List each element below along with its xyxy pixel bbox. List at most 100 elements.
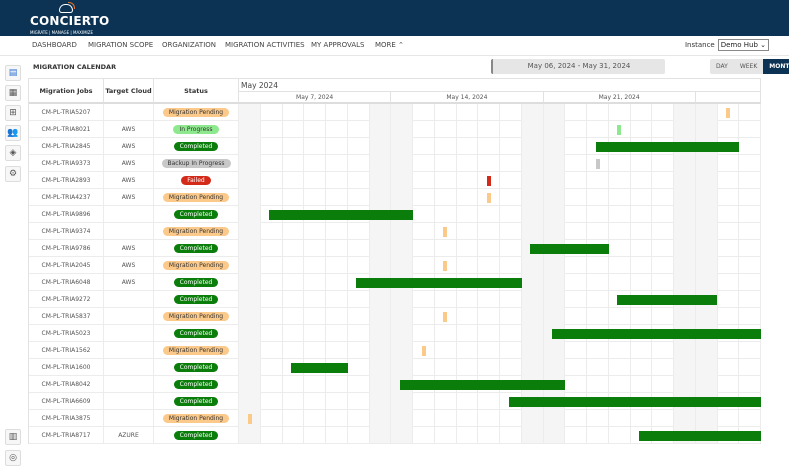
date-range-picker[interactable]: May 06, 2024 - May 31, 2024 (491, 59, 665, 74)
status-cell: Completed (154, 291, 239, 308)
day-column (239, 104, 261, 443)
job-id[interactable]: CM-PL-TRIA2845 (29, 138, 104, 155)
view-day-button[interactable]: DAY (716, 63, 728, 70)
gantt-bar[interactable] (399, 379, 566, 390)
target-cloud (104, 359, 154, 376)
week-label (695, 92, 761, 104)
target-cloud: AWS (104, 240, 154, 257)
status-badge: Completed (173, 397, 219, 406)
status-cell: Migration Pending (154, 223, 239, 240)
migration-calendar-grid: Migration Jobs Target Cloud Status CM-PL… (28, 78, 761, 444)
gantt-bar[interactable] (617, 124, 622, 135)
support-icon[interactable]: ◎ (5, 450, 21, 466)
job-id[interactable]: CM-PL-TRIA5837 (29, 308, 104, 325)
book-icon[interactable]: ▥ (5, 429, 21, 445)
nav-my-approvals[interactable]: MY APPROVALS (311, 41, 365, 49)
job-id[interactable]: CM-PL-TRIA6609 (29, 393, 104, 410)
status-badge: Migration Pending (162, 346, 230, 355)
status-cell: Migration Pending (154, 104, 239, 121)
status-cell: In Progress (154, 121, 239, 138)
header-migration-jobs[interactable]: Migration Jobs (29, 79, 104, 104)
week-label: May 21, 2024 (543, 92, 696, 104)
job-id[interactable]: CM-PL-TRIA9272 (29, 291, 104, 308)
job-id[interactable]: CM-PL-TRIA8021 (29, 121, 104, 138)
status-badge: Failed (181, 176, 211, 185)
target-cloud: AWS (104, 172, 154, 189)
header-status[interactable]: Status (154, 79, 239, 104)
user-settings-icon[interactable]: ⚙ (5, 166, 21, 182)
target-cloud (104, 291, 154, 308)
view-week-button[interactable]: WEEK (739, 63, 758, 70)
month-label: May 2024 (239, 79, 761, 92)
job-id[interactable]: CM-PL-TRIA4237 (29, 189, 104, 206)
users-icon[interactable]: 👥 (5, 125, 21, 141)
target-cloud (104, 376, 154, 393)
gantt-bar[interactable] (443, 260, 448, 271)
gantt-bar[interactable] (356, 277, 522, 288)
apps-icon[interactable]: ⊞ (5, 105, 21, 121)
header-target-cloud[interactable]: Target Cloud (104, 79, 154, 104)
day-column (718, 104, 740, 443)
nav-dashboard[interactable]: DASHBOARD (32, 41, 77, 49)
gantt-bar[interactable] (595, 158, 600, 169)
job-id[interactable]: CM-PL-TRIA9373 (29, 155, 104, 172)
gantt-bar[interactable] (486, 175, 491, 186)
gantt-bar[interactable] (595, 141, 740, 152)
gantt-bar[interactable] (639, 430, 761, 441)
gantt-bar[interactable] (726, 107, 731, 118)
job-id[interactable]: CM-PL-TRIA5023 (29, 325, 104, 342)
target-cloud: AWS (104, 138, 154, 155)
job-id[interactable]: CM-PL-TRIA9786 (29, 240, 104, 257)
job-id[interactable]: CM-PL-TRIA8717 (29, 427, 104, 444)
nav-organization[interactable]: ORGANIZATION (162, 41, 217, 49)
instance-select[interactable]: Demo Hub ⌄ (717, 39, 769, 51)
job-id[interactable]: CM-PL-TRIA3875 (29, 410, 104, 427)
week-label: May 7, 2024 (239, 92, 392, 104)
job-id[interactable]: CM-PL-TRIA1562 (29, 342, 104, 359)
nav-more[interactable]: MORE ⌃ (375, 41, 404, 49)
day-column (565, 104, 587, 443)
nav-migration-scope[interactable]: MIGRATION SCOPE (88, 41, 154, 49)
status-badge: In Progress (173, 125, 219, 134)
gantt-bar[interactable] (443, 226, 448, 237)
day-column (631, 104, 653, 443)
gantt-bar[interactable] (617, 294, 718, 305)
target-cloud (104, 308, 154, 325)
report-icon[interactable]: ▤ (5, 65, 21, 81)
job-id[interactable]: CM-PL-TRIA2893 (29, 172, 104, 189)
gantt-bar[interactable] (291, 362, 348, 373)
gantt-bar[interactable] (530, 243, 609, 254)
gantt-bar[interactable] (247, 413, 252, 424)
status-cell: Completed (154, 274, 239, 291)
gantt-bar[interactable] (508, 396, 761, 407)
job-id[interactable]: CM-PL-TRIA8042 (29, 376, 104, 393)
gantt-bar[interactable] (486, 192, 491, 203)
calendar-icon[interactable]: ▦ (5, 85, 21, 101)
view-month-button[interactable]: MONTH (763, 59, 789, 74)
gantt-bar[interactable] (443, 311, 448, 322)
gantt-bar[interactable] (269, 209, 413, 220)
logo-tagline: MIGRATE | MANAGE | MAXIMIZE (30, 30, 94, 35)
day-column (521, 104, 544, 443)
status-badge: Migration Pending (162, 227, 230, 236)
gantt-bar[interactable] (421, 345, 426, 356)
job-id[interactable]: CM-PL-TRIA6048 (29, 274, 104, 291)
job-id[interactable]: CM-PL-TRIA1600 (29, 359, 104, 376)
job-id[interactable]: CM-PL-TRIA5207 (29, 104, 104, 121)
target-cloud: AWS (104, 257, 154, 274)
status-badge: Completed (173, 363, 219, 372)
job-id[interactable]: CM-PL-TRIA9374 (29, 223, 104, 240)
job-id[interactable]: CM-PL-TRIA2045 (29, 257, 104, 274)
target-cloud (104, 206, 154, 223)
layers-icon[interactable]: ◈ (5, 145, 21, 161)
status-badge: Migration Pending (162, 261, 230, 270)
table-row[interactable]: CM-PL-TRIA8717 AZURE Completed (29, 427, 760, 444)
day-column (609, 104, 631, 443)
gantt-bar[interactable] (552, 328, 761, 339)
nav-migration-activities[interactable]: MIGRATION ACTIVITIES (225, 41, 305, 49)
day-column (435, 104, 457, 443)
target-cloud: AWS (104, 121, 154, 138)
job-id[interactable]: CM-PL-TRIA9896 (29, 206, 104, 223)
week-label: May 14, 2024 (391, 92, 544, 104)
instance-label: Instance (684, 41, 715, 49)
